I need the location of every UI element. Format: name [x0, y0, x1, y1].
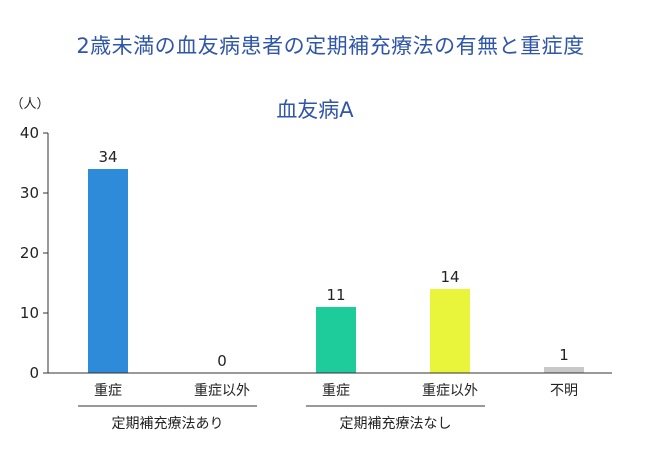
data-label: 11 [326, 286, 345, 304]
x-tick-label: 重症 [322, 383, 350, 399]
chart-title: 血友病A [276, 98, 354, 122]
x-tick-label: 重症以外 [422, 383, 478, 399]
y-axis-unit-label: （人） [10, 97, 49, 112]
data-label: 34 [98, 148, 117, 166]
data-label: 1 [559, 346, 569, 364]
y-tick-label: 20 [20, 244, 39, 262]
bar [316, 307, 356, 373]
bar [430, 289, 470, 373]
bars: 34 0 11 14 1 [88, 148, 584, 373]
x-axis: 重症 重症以外 重症 重症以外 不明 [48, 372, 612, 399]
bar [88, 169, 128, 373]
page-title: 2歳未満の血友病患者の定期補充療法の有無と重症度 [76, 34, 585, 58]
x-tick-label: 重症以外 [194, 383, 250, 399]
y-tick-label: 0 [29, 364, 39, 382]
bar [544, 367, 584, 373]
y-axis: 0 10 20 30 40 [20, 124, 49, 382]
y-tick-label: 30 [20, 184, 39, 202]
x-tick-label: 重症 [94, 383, 122, 399]
category-groups: 定期補充療法あり 定期補充療法なし [78, 405, 485, 432]
x-tick-label: 不明 [550, 383, 578, 399]
group-label: 定期補充療法あり [112, 415, 224, 432]
group-label: 定期補充療法なし [340, 415, 452, 432]
y-tick-label: 40 [20, 124, 39, 142]
data-label: 0 [217, 352, 227, 370]
y-tick-label: 10 [20, 304, 39, 322]
data-label: 14 [440, 268, 459, 286]
